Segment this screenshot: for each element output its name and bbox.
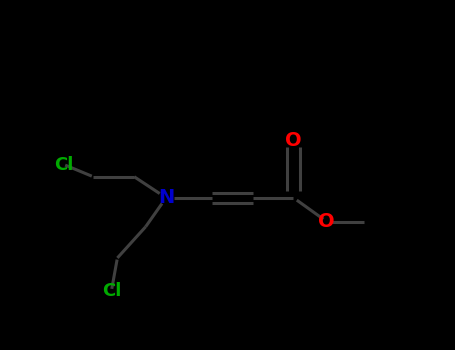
Text: Cl: Cl [102,281,121,300]
Text: O: O [285,131,302,149]
Text: N: N [158,188,174,207]
Text: O: O [318,212,335,231]
Text: Cl: Cl [54,155,73,174]
